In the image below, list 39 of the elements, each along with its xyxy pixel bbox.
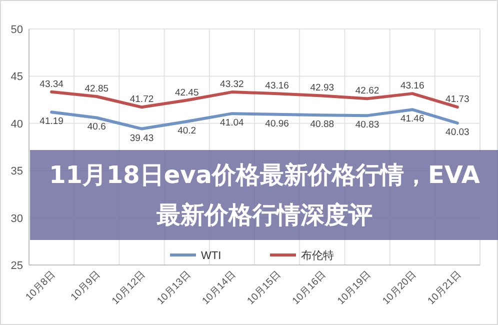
data-label: 42.45 [174, 87, 199, 98]
x-tick-label: 10月19日 [336, 269, 374, 307]
data-label: 40.88 [310, 119, 334, 130]
data-label: 42.85 [84, 83, 109, 94]
legend-label: 布伦特 [301, 250, 334, 262]
text: 11月18日eva价格最新价格行情，EVA最新价格行情深度评 [30, 150, 498, 240]
data-label: 41.72 [130, 94, 154, 106]
y-tick-label: 45 [10, 71, 23, 84]
x-tick-label: 10月13日 [155, 269, 193, 307]
x-tick-label: 10月8日 [24, 269, 58, 304]
data-label: 39.43 [130, 132, 154, 144]
x-tick-label: 10月20日 [380, 269, 418, 307]
data-label: 40.03 [446, 127, 470, 138]
data-label: 41.04 [220, 118, 244, 129]
y-tick-label: 25 [10, 260, 23, 272]
data-label: 40.6 [87, 122, 106, 133]
y-tick-label: 35 [10, 166, 23, 178]
x-tick-label: 10月16日 [290, 269, 328, 307]
data-label: 43.32 [220, 79, 244, 90]
x-tick-label: 10月21日 [426, 269, 464, 307]
x-tick-label: 10月15日 [246, 269, 284, 307]
data-label: 40.83 [355, 120, 380, 131]
data-label: 43.34 [40, 78, 64, 90]
x-tick-label: 10月12日 [110, 269, 148, 307]
x-tick-label: 10月9日 [69, 269, 103, 304]
data-label: 43.16 [400, 80, 424, 92]
y-tick-label: 30 [10, 212, 23, 225]
y-tick-label: 50 [10, 24, 23, 36]
data-label: 40.2 [178, 126, 196, 137]
data-label: 41.73 [446, 94, 470, 106]
legend-label: WTI [201, 250, 222, 262]
y-tick-label: 40 [10, 118, 23, 130]
data-label: 40.96 [265, 118, 289, 130]
data-label: 43.16 [265, 80, 289, 92]
data-label: 41.46 [400, 114, 424, 125]
data-label: 42.93 [310, 82, 334, 94]
data-label: 41.19 [40, 116, 64, 128]
x-tick-label: 10月14日 [200, 269, 238, 307]
data-label: 42.62 [355, 86, 380, 97]
